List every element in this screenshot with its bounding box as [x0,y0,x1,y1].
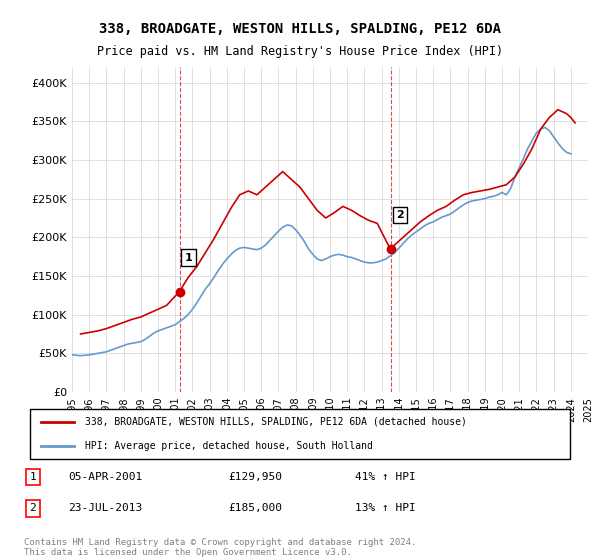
FancyBboxPatch shape [29,409,571,459]
Text: 1: 1 [29,472,36,482]
Text: 23-JUL-2013: 23-JUL-2013 [68,503,142,514]
Text: 2: 2 [396,210,404,220]
Text: 41% ↑ HPI: 41% ↑ HPI [355,472,416,482]
Text: Price paid vs. HM Land Registry's House Price Index (HPI): Price paid vs. HM Land Registry's House … [97,45,503,58]
Text: 338, BROADGATE, WESTON HILLS, SPALDING, PE12 6DA (detached house): 338, BROADGATE, WESTON HILLS, SPALDING, … [85,417,467,427]
Text: £185,000: £185,000 [228,503,282,514]
Text: 2: 2 [29,503,36,514]
Text: £129,950: £129,950 [228,472,282,482]
Text: 05-APR-2001: 05-APR-2001 [68,472,142,482]
Text: 13% ↑ HPI: 13% ↑ HPI [355,503,416,514]
Text: Contains HM Land Registry data © Crown copyright and database right 2024.
This d: Contains HM Land Registry data © Crown c… [24,538,416,557]
Text: 1: 1 [185,253,193,263]
Text: 338, BROADGATE, WESTON HILLS, SPALDING, PE12 6DA: 338, BROADGATE, WESTON HILLS, SPALDING, … [99,22,501,36]
Text: HPI: Average price, detached house, South Holland: HPI: Average price, detached house, Sout… [85,441,373,451]
